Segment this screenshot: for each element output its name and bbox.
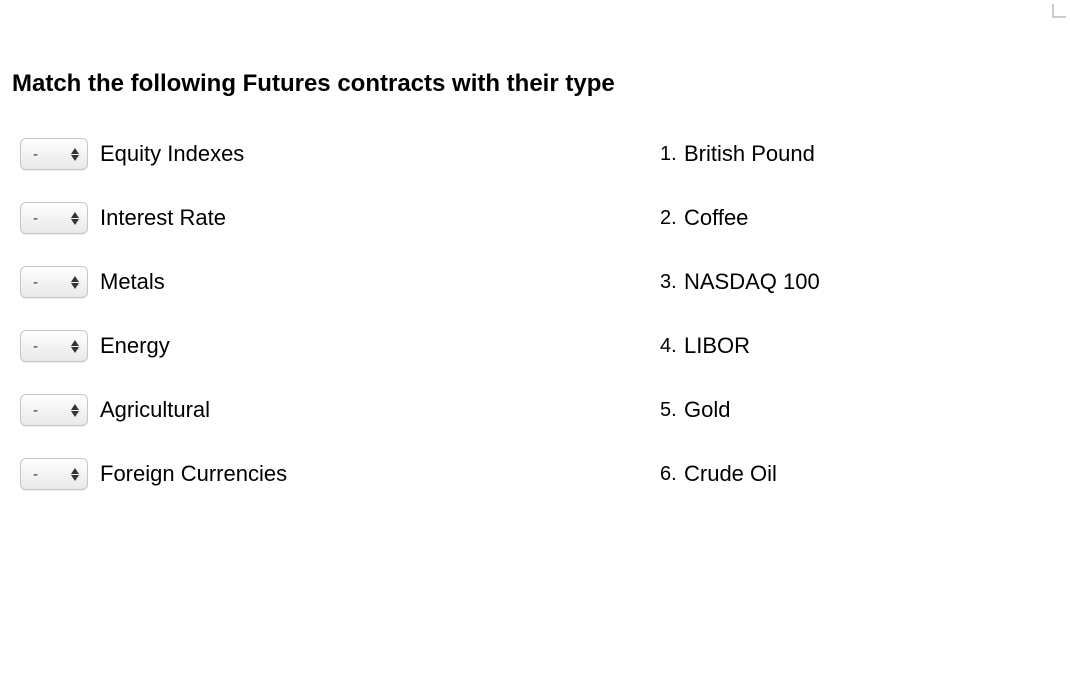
- select-value: -: [33, 274, 38, 291]
- left-item-label: Energy: [100, 333, 170, 359]
- question-title: Match the following Futures contracts wi…: [12, 70, 1050, 98]
- answer-number: 6.: [660, 463, 678, 486]
- match-select-3[interactable]: -: [20, 330, 88, 362]
- select-value: -: [33, 402, 38, 419]
- left-item-label: Metals: [100, 269, 165, 295]
- left-item-label: Foreign Currencies: [100, 461, 287, 487]
- select-value: -: [33, 210, 38, 227]
- corner-mark: [1052, 4, 1066, 18]
- answer-text: Crude Oil: [684, 461, 777, 487]
- left-column: - Equity Indexes - Interest Rate -: [20, 138, 660, 522]
- match-row: - Agricultural: [20, 394, 660, 426]
- answer-number: 5.: [660, 399, 678, 422]
- match-select-1[interactable]: -: [20, 202, 88, 234]
- answer-number: 2.: [660, 207, 678, 230]
- answer-number: 3.: [660, 271, 678, 294]
- select-value: -: [33, 466, 38, 483]
- match-row: - Metals: [20, 266, 660, 298]
- match-select-2[interactable]: -: [20, 266, 88, 298]
- answer-text: Gold: [684, 397, 730, 423]
- answer-text: LIBOR: [684, 333, 750, 359]
- answer-text: Coffee: [684, 205, 748, 231]
- updown-icon: [71, 276, 79, 289]
- answer-row: 1. British Pound: [660, 138, 1050, 170]
- answer-text: British Pound: [684, 141, 815, 167]
- updown-icon: [71, 468, 79, 481]
- answer-number: 1.: [660, 143, 678, 166]
- match-select-0[interactable]: -: [20, 138, 88, 170]
- updown-icon: [71, 340, 79, 353]
- answer-row: 3. NASDAQ 100: [660, 266, 1050, 298]
- answer-text: NASDAQ 100: [684, 269, 820, 295]
- match-row: - Equity Indexes: [20, 138, 660, 170]
- answer-row: 6. Crude Oil: [660, 458, 1050, 490]
- updown-icon: [71, 212, 79, 225]
- match-row: - Interest Rate: [20, 202, 660, 234]
- right-column: 1. British Pound 2. Coffee 3. NASDAQ 100…: [660, 138, 1050, 522]
- match-row: - Energy: [20, 330, 660, 362]
- match-select-4[interactable]: -: [20, 394, 88, 426]
- left-item-label: Agricultural: [100, 397, 210, 423]
- left-item-label: Interest Rate: [100, 205, 226, 231]
- answer-row: 5. Gold: [660, 394, 1050, 426]
- updown-icon: [71, 148, 79, 161]
- match-row: - Foreign Currencies: [20, 458, 660, 490]
- select-value: -: [33, 338, 38, 355]
- updown-icon: [71, 404, 79, 417]
- answer-row: 2. Coffee: [660, 202, 1050, 234]
- select-value: -: [33, 146, 38, 163]
- answer-row: 4. LIBOR: [660, 330, 1050, 362]
- answer-number: 4.: [660, 335, 678, 358]
- matching-columns: - Equity Indexes - Interest Rate -: [20, 138, 1050, 522]
- left-item-label: Equity Indexes: [100, 141, 244, 167]
- match-select-5[interactable]: -: [20, 458, 88, 490]
